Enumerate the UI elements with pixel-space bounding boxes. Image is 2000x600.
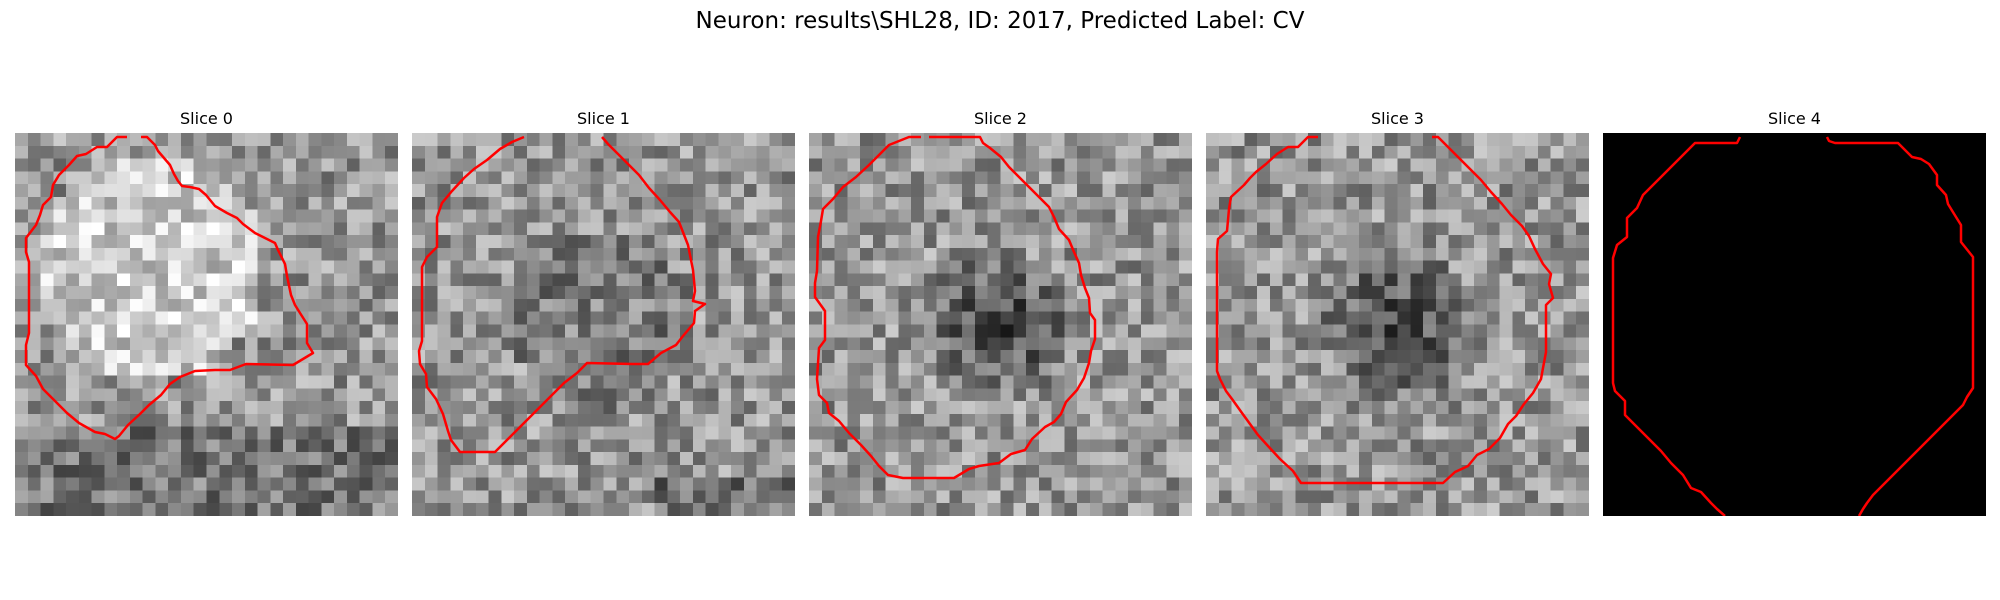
contour-line	[1827, 137, 1973, 516]
contour-overlay	[1206, 133, 1589, 516]
contour-line	[815, 137, 1095, 478]
contour-overlay	[15, 133, 398, 516]
panel-title: Slice 2	[809, 109, 1192, 129]
contour-line	[1613, 137, 1740, 516]
contour-overlay	[412, 133, 795, 516]
panel-title: Slice 1	[412, 109, 795, 129]
panel-title: Slice 3	[1206, 109, 1589, 129]
contour-line	[1217, 137, 1553, 483]
contour-overlay	[809, 133, 1192, 516]
panel-title: Slice 4	[1603, 109, 1986, 129]
contour-line	[26, 137, 313, 439]
panel-title: Slice 0	[15, 109, 398, 129]
contour-overlay	[1603, 133, 1986, 516]
contour-line	[419, 137, 705, 452]
figure-title: Neuron: results\SHL28, ID: 2017, Predict…	[0, 8, 2000, 34]
